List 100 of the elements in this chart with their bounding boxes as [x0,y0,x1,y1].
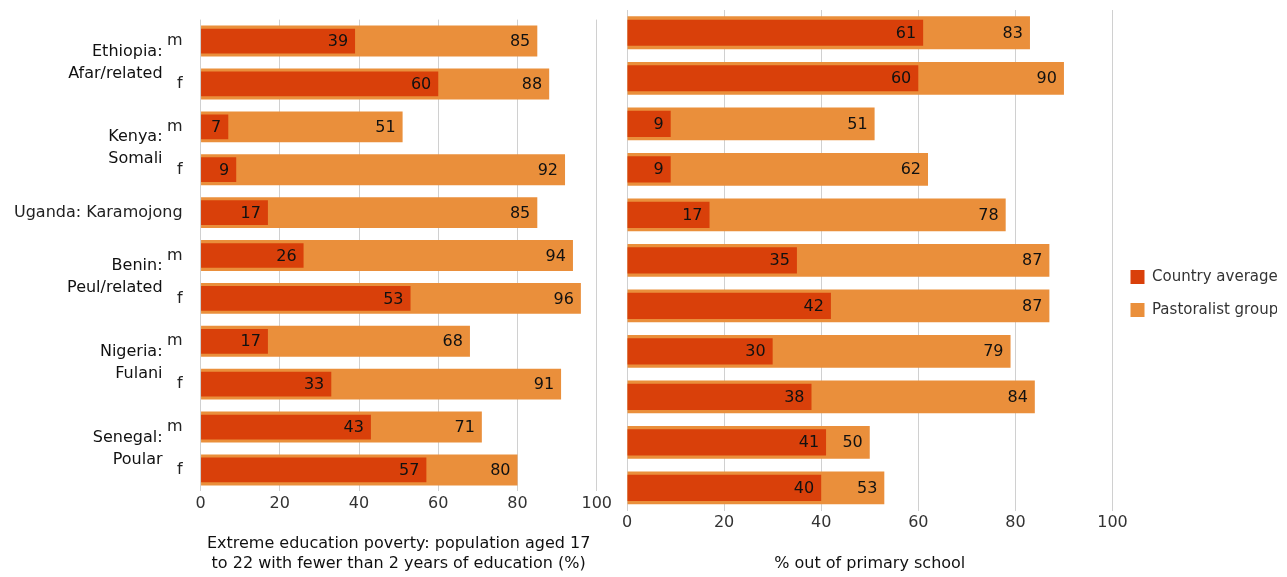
y-tick-label: f [176,373,183,393]
bar [627,201,710,228]
data-label: 78 [978,204,999,224]
y-tick-label: Uganda: Karamojong [13,201,183,221]
text: Senegal: Poular [92,426,163,468]
data-label: 62 [900,159,922,179]
y-tick-label: m [166,330,183,350]
data-label: 90 [1036,68,1057,88]
data-label: 87 [1022,250,1043,270]
data-label: 80 [490,460,511,480]
data-label: 40 [793,478,815,497]
text: Kenya: Somali [108,126,163,168]
data-label: 33 [303,374,325,394]
x-tick-label: 40 [811,512,832,532]
x-tick-label: 60 [428,493,449,513]
data-label: 43 [343,417,364,437]
x-tick-label: 0 [195,493,206,513]
data-label: 57 [399,460,420,480]
data-label: 85 [509,31,531,51]
data-label: 92 [537,159,559,179]
data-label: 84 [1007,386,1028,406]
bar [627,292,831,319]
data-label: 91 [533,374,555,394]
bar [201,414,371,440]
bar [201,157,237,183]
data-label: 9 [219,159,230,179]
data-label: 9 [653,113,664,133]
text: Ethiopia: Afar/related [68,40,163,82]
bar [627,110,671,137]
data-label: 26 [276,245,297,265]
bar [627,19,924,46]
bar [201,28,356,54]
data-label: 60 [890,68,912,88]
bar [201,114,229,140]
x-tick-label: 0 [621,512,633,532]
text: Benin: Peul/related [67,255,163,297]
x-tick-label: 100 [581,493,612,513]
data-label: 7 [211,116,222,136]
data-label: 61 [895,22,917,42]
data-label: 96 [553,288,574,308]
y-tick-label: f [176,73,183,93]
bar [201,328,268,354]
bar [627,429,827,456]
x-axis-title: % out of primary school [774,552,966,572]
data-label: 88 [521,74,543,94]
data-label: 17 [240,331,261,351]
x-tick-label: 80 [507,493,528,513]
y-tick-label: m [166,244,183,264]
data-label: 38 [784,386,805,406]
bar [201,243,304,268]
data-label: 39 [327,31,349,51]
legend-label: Pastoralist group [1152,299,1279,318]
data-label: 68 [442,331,463,351]
bar [627,247,797,274]
data-label: 87 [1022,295,1043,315]
x-axis-title: Extreme education poverty: population aged 17 to 22 with fewer than 2 years of education (%) [206,533,591,572]
bar [201,111,403,143]
bar [627,383,812,410]
y-tick-label: m [166,115,183,135]
bar [627,156,671,183]
data-label: 83 [1002,22,1023,42]
data-label: 85 [509,202,531,222]
x-tick-label: 60 [908,512,929,532]
bar [627,338,773,365]
data-label: 42 [803,295,824,315]
data-label: 17 [240,202,261,222]
data-label: 41 [798,432,820,452]
data-label: 17 [682,204,703,224]
x-tick-label: 20 [713,512,735,532]
bar [201,200,268,225]
bar [627,65,919,92]
data-label: 9 [653,159,664,179]
data-label: 51 [375,116,396,136]
y-tick-label: m [166,30,183,50]
data-label: 30 [745,341,766,361]
x-tick-label: 100 [1097,512,1128,532]
x-tick-label: 40 [348,493,370,513]
legend-label: Country average [1152,266,1278,285]
bar [201,71,439,97]
data-label: 79 [983,341,1004,361]
bar [201,371,332,397]
data-label: 53 [856,478,878,497]
bar [201,286,411,311]
bar [201,457,427,483]
bar [201,154,566,186]
bar [627,474,822,501]
data-label: 94 [545,245,566,265]
x-tick-label: 20 [269,493,290,513]
y-tick-label: f [176,459,183,479]
data-label: 53 [383,288,404,308]
data-label: 35 [769,250,790,270]
y-tick-label: f [176,158,183,178]
data-label: 50 [842,432,863,452]
y-tick-label: m [166,416,183,436]
data-label: 71 [454,417,475,437]
text: Nigeria: Fulani [99,340,163,382]
data-label: 60 [410,74,432,94]
y-tick-label: f [176,287,183,307]
x-tick-label: 80 [1005,512,1026,532]
data-label: 51 [847,113,868,133]
